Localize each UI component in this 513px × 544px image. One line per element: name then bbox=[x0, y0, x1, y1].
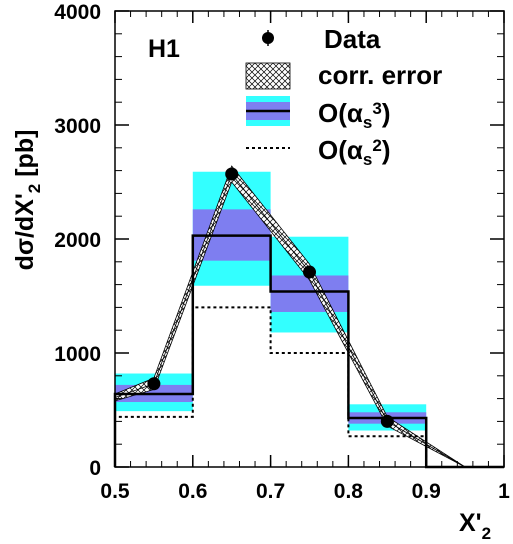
data-point bbox=[225, 167, 239, 181]
y-tick-label: 4000 bbox=[54, 1, 101, 24]
x-tick-label: 0.6 bbox=[178, 480, 207, 503]
alpha-s2-histogram bbox=[114, 306, 504, 468]
y-axis-title: dσ/dX'2 [pb] bbox=[11, 130, 44, 271]
y-tick-label: 0 bbox=[89, 457, 101, 480]
alpha-s3-histogram bbox=[113, 234, 504, 469]
x-tick-label: 0.5 bbox=[100, 480, 130, 503]
x-tick-label: 1 bbox=[498, 480, 510, 503]
data-points bbox=[147, 167, 394, 428]
x-tick-label: 0.7 bbox=[256, 480, 285, 503]
data-point bbox=[147, 377, 161, 391]
alpha-s3-line bbox=[113, 234, 504, 469]
x-axis-title: X'2 bbox=[459, 509, 491, 543]
y-axis-ticks: 0 1000 2000 3000 4000 bbox=[54, 1, 504, 480]
chart-title: H1 bbox=[148, 35, 180, 63]
corr-error-centerline bbox=[114, 173, 466, 468]
legend-data-marker bbox=[262, 30, 274, 46]
legend-data-label: Data bbox=[324, 24, 381, 54]
inner-band-bin bbox=[270, 275, 349, 312]
y-tick-label: 1000 bbox=[54, 343, 101, 366]
legend-alpha-s3-swatch bbox=[246, 96, 290, 126]
legend-alpha-s2-label: O(αs2) bbox=[318, 135, 390, 169]
y-tick-label: 2000 bbox=[54, 229, 101, 252]
x-tick-label: 0.8 bbox=[334, 480, 364, 503]
y-tick-label: 3000 bbox=[54, 115, 101, 138]
data-point bbox=[380, 414, 394, 428]
data-point bbox=[303, 265, 316, 279]
x-axis-ticks: 0.5 0.6 0.7 0.8 0.9 1 bbox=[100, 11, 510, 503]
x-tick-label: 0.9 bbox=[412, 480, 441, 503]
legend-alpha-s3-label: O(αs3) bbox=[318, 98, 390, 132]
legend-corr-error-label: corr. error bbox=[318, 60, 442, 90]
legend: Data corr. error O(αs3) O(αs2) bbox=[245, 24, 442, 169]
legend-corr-error-swatch bbox=[245, 62, 291, 90]
alpha-s2-line bbox=[114, 306, 504, 468]
